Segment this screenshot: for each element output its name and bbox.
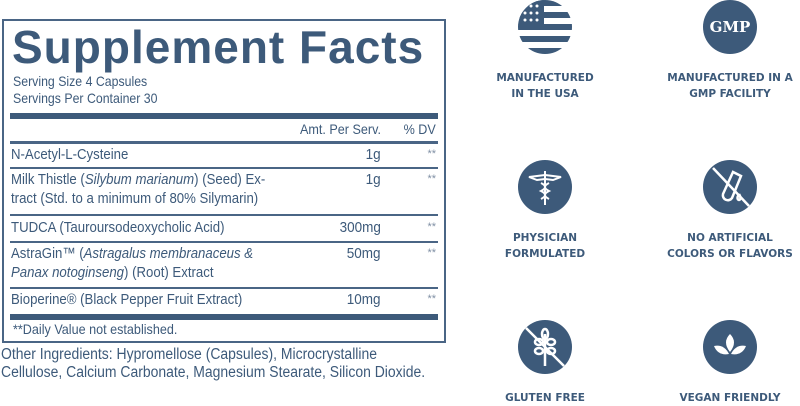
- divider-thick: [10, 113, 438, 119]
- ingredient-dv: **: [427, 221, 436, 233]
- divider: [10, 141, 438, 144]
- badge-label: FORMULATED: [504, 248, 586, 260]
- badge-label: IN THE USA: [511, 88, 579, 100]
- badge-label: PHYSICIAN: [512, 232, 578, 244]
- no-wheat-icon: [518, 320, 572, 374]
- badge-label: COLORS OR FLAVORS: [667, 248, 793, 260]
- badge-no-artificial: NO ARTIFICIAL COLORS OR FLAVORS: [640, 160, 800, 262]
- ingredient-row: AstraGin™ (Astragalus membranaceus & Pana…: [11, 244, 436, 284]
- ingredient-amount: 1g: [365, 171, 381, 188]
- badge-label: VEGAN FRIENDLY: [679, 392, 781, 404]
- divider: [10, 241, 438, 243]
- ingredient-name: AstraGin™ (Astragalus membranaceus & Pana…: [11, 245, 254, 281]
- ingredient-amount: 10mg: [347, 291, 381, 308]
- footnote: **Daily Value not established.: [13, 321, 178, 337]
- badge-label: GLUTEN FREE: [505, 392, 585, 404]
- ingredient-amount: 50mg: [347, 245, 381, 262]
- servings-per-container: Servings Per Container 30: [13, 90, 158, 106]
- divider: [10, 214, 438, 216]
- dv-header: % DV: [403, 121, 436, 137]
- ingredient-dv: **: [427, 173, 436, 185]
- badge-label: NO ARTIFICIAL: [687, 232, 773, 244]
- serving-size: Serving Size 4 Capsules: [13, 73, 148, 89]
- leaf-icon: [703, 320, 757, 374]
- divider: [10, 287, 438, 289]
- badge-vegan: VEGAN FRIENDLY: [640, 320, 800, 406]
- supplement-facts-panel: Supplement Facts Serving Size 4 Capsules…: [2, 19, 446, 343]
- divider: [10, 167, 438, 169]
- badge-physician: PHYSICIAN FORMULATED: [455, 160, 635, 262]
- ingredient-dv: **: [427, 148, 436, 160]
- amount-header: Amt. Per Serv.: [300, 121, 381, 137]
- ingredient-row: Milk Thistle (Silybum marianum) (Seed) E…: [11, 170, 436, 210]
- badge-gluten-free: GLUTEN FREE: [455, 320, 635, 406]
- badge-made-in-usa: MANUFACTURED IN THE USA: [455, 0, 635, 102]
- gmp-icon-text: GMP: [709, 18, 751, 36]
- badge-label: MANUFACTURED IN A: [667, 72, 793, 84]
- gmp-icon: GMP: [703, 0, 757, 54]
- ingredient-dv: **: [427, 247, 436, 259]
- ingredient-amount: 1g: [365, 146, 381, 163]
- other-ingredients: Other Ingredients: Hypromellose (Capsule…: [1, 346, 425, 382]
- panel-title: Supplement Facts: [12, 21, 425, 73]
- ingredient-name: TUDCA (Tauroursodeoxycholic Acid): [11, 219, 225, 236]
- ingredient-name: Bioperine® (Black Pepper Fruit Extract): [11, 291, 243, 308]
- ingredient-amount: 300mg: [339, 219, 381, 236]
- divider-thick: [10, 314, 438, 320]
- other-ingredients-line: Cellulose, Calcium Carbonate, Magnesium …: [1, 364, 426, 381]
- usa-flag-icon: [518, 0, 572, 54]
- ingredient-name: Milk Thistle (Silybum marianum) (Seed) E…: [11, 171, 266, 207]
- badge-label: GMP FACILITY: [689, 88, 771, 100]
- no-test-tube-icon: [703, 160, 757, 214]
- badge-label: MANUFACTURED: [496, 72, 594, 84]
- badge-gmp: GMP MANUFACTURED IN A GMP FACILITY: [640, 0, 800, 102]
- ingredient-name: N-Acetyl-L-Cysteine: [11, 146, 129, 163]
- caduceus-icon: [518, 160, 572, 214]
- other-ingredients-line: Other Ingredients: Hypromellose (Capsule…: [1, 346, 378, 363]
- ingredient-dv: **: [427, 293, 436, 305]
